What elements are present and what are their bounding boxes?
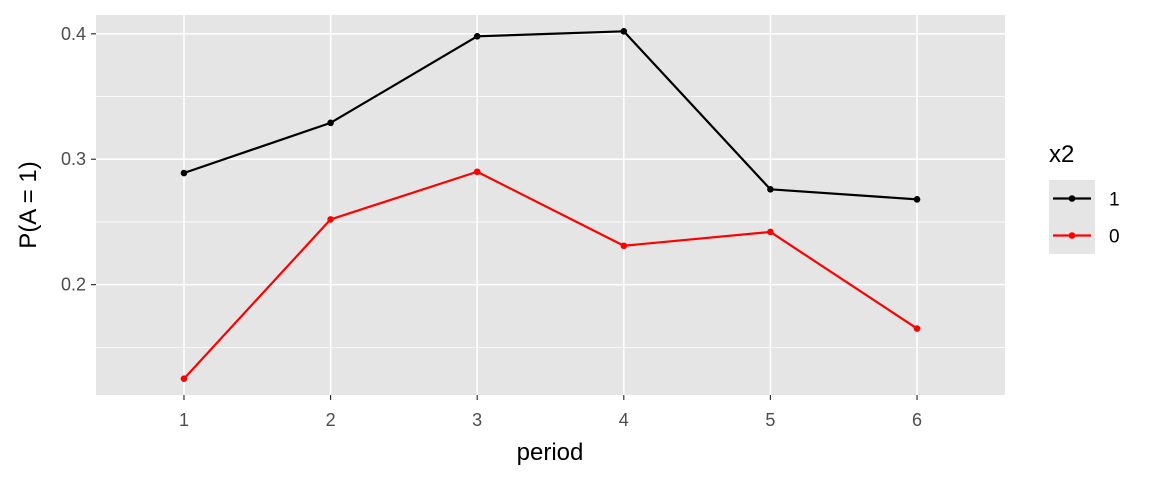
data-point-1: [180, 169, 188, 177]
data-point-1: [473, 33, 481, 40]
data-point-0: [327, 216, 334, 223]
x-tick-label: 5: [765, 410, 775, 430]
x-tick-label: 1: [179, 410, 189, 430]
series-layer: [180, 28, 921, 382]
legend-key-point-1: [1068, 195, 1076, 202]
series-line-0: [183, 170, 918, 380]
minor-gridlines: [96, 96, 1005, 348]
y-tick-label: 0.2: [61, 275, 86, 295]
x-axis-title: period: [517, 439, 584, 466]
x-tick-label: 6: [912, 410, 922, 430]
x-tick-label: 2: [326, 410, 336, 430]
legend-title: x2: [1049, 141, 1074, 168]
data-point-0: [913, 325, 921, 332]
data-point-0: [180, 375, 188, 382]
legend-keys: 10: [1049, 180, 1120, 254]
data-point-1: [620, 28, 628, 35]
data-point-1: [913, 196, 921, 203]
y-tick-label: 0.3: [61, 149, 86, 169]
data-point-0: [620, 242, 628, 250]
y-tick-label: 0.4: [61, 24, 86, 44]
plot-panel: [96, 15, 1005, 395]
legend-key-point-0: [1068, 232, 1076, 239]
data-point-1: [767, 186, 774, 193]
y-axis: 0.2 0.3 0.4: [61, 24, 96, 295]
data-point-0: [473, 168, 481, 176]
x-axis: 1 2 3 4 5 6: [179, 395, 922, 430]
y-axis-title: P(A = 1): [15, 161, 42, 248]
legend: x2 10: [1049, 141, 1120, 254]
data-point-0: [767, 228, 774, 236]
x-tick-label: 4: [619, 410, 629, 430]
x-tick-label: 3: [472, 410, 482, 430]
legend-label-1: 1: [1109, 190, 1120, 211]
legend-label-0: 0: [1109, 227, 1120, 248]
series-line-1: [183, 30, 918, 201]
data-point-1: [327, 119, 334, 127]
